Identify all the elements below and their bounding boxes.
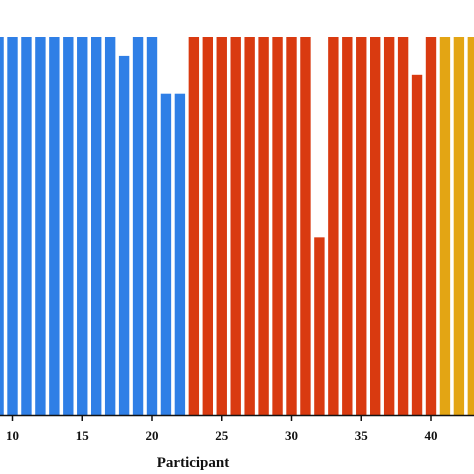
- bar-participant-10: [7, 37, 18, 415]
- bar-participant-21: [160, 93, 172, 415]
- bar-participant-30: [286, 37, 297, 415]
- bar-participant-39: [411, 74, 423, 416]
- bar-participant-24: [202, 37, 213, 415]
- bar-participant-13: [49, 37, 60, 415]
- bar-participant-18: [118, 55, 130, 416]
- x-tick-label-40: 40: [425, 428, 438, 443]
- x-tick-label-10: 10: [6, 428, 19, 443]
- bar-participant-23: [188, 37, 200, 415]
- bar-participant-29: [272, 37, 283, 415]
- bar-participant-35: [356, 37, 367, 415]
- bar-participant-43: [467, 37, 474, 415]
- bar-participant-32: [314, 237, 325, 415]
- x-tick-label-30: 30: [285, 428, 298, 443]
- bar-participant-27: [244, 37, 255, 415]
- bar-participant-20: [146, 37, 158, 415]
- bar-participant-40: [425, 37, 437, 415]
- bar-participant-41: [439, 37, 451, 415]
- bar-participant-34: [342, 37, 353, 415]
- x-tick-label-20: 20: [146, 428, 159, 443]
- bar-participant-26: [230, 37, 241, 415]
- bar-participant-19: [132, 37, 144, 415]
- x-tick-label-35: 35: [355, 428, 369, 443]
- bar-participant-17: [104, 37, 116, 415]
- bar-participant-16: [91, 37, 102, 415]
- bar-participant-38: [397, 37, 409, 415]
- bar-participant-25: [216, 37, 227, 415]
- x-axis-title: Participant: [157, 455, 230, 471]
- bar-participant-33: [328, 37, 339, 415]
- bar-participant-22: [174, 93, 186, 415]
- bar-participant-31: [300, 37, 311, 415]
- bar-participant-42: [453, 37, 465, 415]
- x-tick-label-15: 15: [76, 428, 90, 443]
- bar-participant-28: [258, 37, 269, 415]
- bar-participant-15: [77, 37, 88, 415]
- x-tick-label-25: 25: [215, 428, 229, 443]
- bars-group: [0, 37, 474, 416]
- bar-participant-11: [21, 37, 32, 415]
- bar-participant-9: [0, 37, 4, 415]
- bar-participant-37: [383, 37, 395, 415]
- bar-participant-12: [35, 37, 46, 415]
- bar-participant-14: [63, 37, 74, 415]
- bar-participant-36: [370, 37, 381, 415]
- x-ticks-group: 10 15 20 25 30 35 40: [6, 415, 438, 443]
